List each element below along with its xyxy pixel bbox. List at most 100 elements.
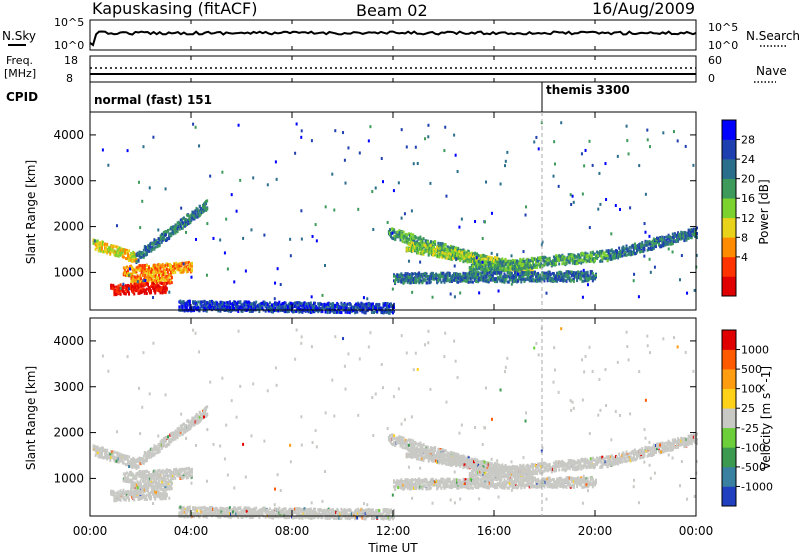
- power-cell: [524, 264, 527, 268]
- power-cell: [537, 263, 540, 267]
- power-cell: [157, 266, 160, 270]
- power-cell: [496, 256, 499, 260]
- power-cell: [680, 230, 683, 234]
- power-cell: [576, 261, 579, 265]
- power-cell: [495, 271, 498, 275]
- power-cell: [333, 310, 336, 314]
- power-cell: [621, 254, 624, 258]
- velocity-cell: [121, 461, 124, 465]
- power-cell: [220, 300, 223, 304]
- power-cell: [541, 255, 544, 259]
- power-cell: [196, 209, 199, 213]
- power-cell: [139, 226, 142, 230]
- power-cell: [568, 270, 571, 274]
- power-cell: [144, 279, 147, 283]
- velocity-cell: [156, 446, 159, 450]
- power-cell: [584, 258, 587, 262]
- power-cell: [584, 251, 587, 255]
- power-cell: [563, 255, 566, 259]
- power-cell: [151, 248, 154, 252]
- power-cell: [561, 278, 564, 282]
- power-cell: [463, 251, 466, 255]
- power-cell: [497, 269, 500, 273]
- power-cell: [143, 291, 146, 295]
- power-cell: [381, 311, 384, 315]
- power-cell: [150, 277, 153, 281]
- power-cell: [477, 270, 480, 274]
- power-cell: [522, 259, 525, 263]
- power-cell: [146, 268, 149, 272]
- power-cell: [490, 261, 493, 265]
- power-cell: [234, 302, 237, 306]
- velocity-cell: [168, 443, 171, 447]
- power-cell: [410, 274, 413, 278]
- power-cell: [194, 209, 197, 213]
- power-cell: [148, 186, 151, 190]
- power-cell: [569, 278, 572, 282]
- power-cell: [507, 267, 510, 271]
- velocity-cell: [127, 461, 130, 465]
- power-cell: [361, 302, 364, 306]
- power-cell: [584, 276, 587, 280]
- power-cell: [195, 206, 198, 210]
- power-cell: [182, 267, 185, 271]
- power-cell: [611, 257, 614, 261]
- power-cell: [203, 299, 206, 303]
- power-cell: [270, 309, 273, 313]
- power-cell: [269, 309, 272, 313]
- power-cell: [388, 302, 391, 306]
- power-cell: [121, 289, 124, 293]
- power-cell: [535, 272, 538, 276]
- power-cell: [531, 257, 534, 261]
- power-cell: [416, 240, 419, 244]
- power-cell: [289, 305, 292, 309]
- power-cell: [559, 272, 562, 276]
- power-cell: [414, 242, 417, 246]
- power-cell: [298, 307, 301, 311]
- power-cell: [207, 301, 210, 305]
- power-cell: [506, 260, 509, 264]
- power-cell: [417, 251, 420, 255]
- power-cell: [591, 163, 594, 167]
- power-cell: [378, 302, 381, 306]
- power-cell: [413, 239, 416, 243]
- velocity-cell: [114, 460, 117, 464]
- power-cell: [349, 303, 352, 307]
- power-cell: [491, 274, 494, 278]
- power-cell: [586, 283, 589, 287]
- velocity-cell: [131, 458, 134, 462]
- power-cell: [197, 209, 200, 213]
- power-cell: [145, 267, 148, 271]
- power-cell: [278, 305, 281, 309]
- power-cell: [337, 303, 340, 307]
- power-cell: [147, 244, 150, 248]
- power-cell: [478, 263, 481, 267]
- power-cell: [498, 261, 501, 265]
- velocity-cell: [166, 436, 169, 440]
- power-cell: [560, 257, 563, 261]
- power-cell: [575, 275, 578, 279]
- power-cell: [517, 272, 520, 276]
- power-cell: [189, 264, 192, 268]
- power-cell: [538, 275, 541, 279]
- power-cell: [579, 277, 582, 281]
- power-cell: [182, 300, 185, 304]
- power-cell: [202, 202, 205, 206]
- power-cell: [549, 272, 552, 276]
- power-cell: [509, 259, 512, 263]
- power-cell: [368, 304, 371, 308]
- power-cell: [474, 278, 477, 282]
- power-cell: [523, 259, 526, 263]
- power-cell: [619, 252, 622, 256]
- power-cell: [517, 260, 520, 264]
- power-cell: [477, 256, 480, 260]
- power-cell: [476, 252, 479, 256]
- power-cell: [464, 259, 467, 263]
- power-cell: [163, 230, 166, 234]
- power-cell: [653, 239, 656, 243]
- power-cell: [503, 272, 506, 276]
- velocity-cell: [171, 431, 174, 435]
- power-cell: [653, 265, 656, 269]
- power-cell: [363, 303, 366, 307]
